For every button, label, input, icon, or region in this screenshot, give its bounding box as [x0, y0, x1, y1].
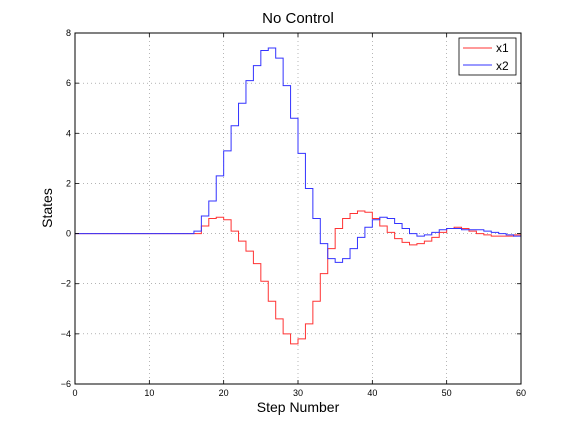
legend-label-x2: x2 [496, 59, 509, 73]
x-tick-label: 30 [293, 388, 303, 398]
grid [75, 33, 521, 384]
y-tick-label: 8 [66, 28, 71, 38]
y-tick-label: −6 [61, 379, 71, 389]
x-tick-label: 50 [442, 388, 452, 398]
y-tick-label: 6 [66, 78, 71, 88]
x-tick-label: 60 [516, 388, 526, 398]
chart-title: No Control [262, 10, 334, 27]
legend: x1 x2 [458, 37, 517, 76]
y-tick-label: 0 [66, 229, 71, 239]
x-tick-label: 20 [219, 388, 229, 398]
legend-box [458, 37, 517, 76]
y-tick-label: −2 [61, 279, 71, 289]
x-tick-label: 40 [367, 388, 377, 398]
x-tick-label: 10 [144, 388, 154, 398]
x-tick-label: 0 [72, 388, 77, 398]
series-group [75, 47, 521, 345]
y-axis-label: States [39, 188, 55, 228]
y-tick-label: 4 [66, 128, 71, 138]
x-axis-label: Step Number [257, 399, 340, 415]
series-line-x2 [75, 47, 521, 263]
y-tick-label: −4 [61, 329, 71, 339]
ticks: 0 10 20 30 40 50 60 −6 −4 −2 0 2 4 6 8 [61, 28, 526, 398]
legend-label-x1: x1 [496, 41, 509, 55]
y-tick-label: 2 [66, 178, 71, 188]
